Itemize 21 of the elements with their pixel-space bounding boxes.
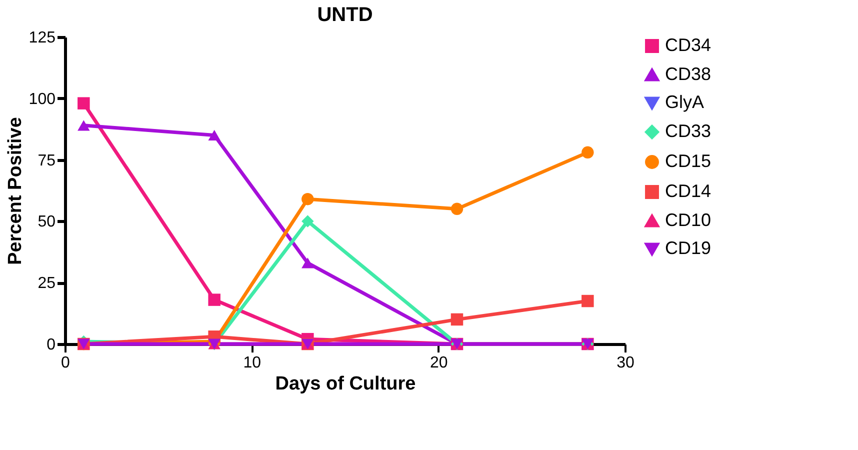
x-tick-label: 30 [616,354,634,372]
y-tick-label: 125 [28,30,56,46]
legend-label: CD33 [665,121,712,141]
y-tick-label: 25 [38,275,56,292]
legend-label: CD34 [665,35,712,55]
legend-label: GlyA [665,92,704,112]
y-tick-label: 50 [38,214,56,231]
x-axis-title: Days of Culture [275,374,416,394]
y-tick-label: 75 [38,152,56,170]
legend-label: CD14 [665,181,712,201]
x-tick-label: 10 [243,354,262,372]
y-tick-label: 100 [28,90,56,108]
legend-label: CD10 [665,210,712,230]
x-tick-label: 20 [430,354,448,372]
legend-label: CD19 [665,238,712,258]
legend-label: CD38 [665,64,712,84]
legend-label: CD15 [665,151,712,171]
x-tick-label: 0 [61,354,70,372]
y-tick-label: 0 [46,336,56,354]
y-axis-title: Percent Positive [4,117,26,265]
chart-title: UNTD [317,4,373,26]
